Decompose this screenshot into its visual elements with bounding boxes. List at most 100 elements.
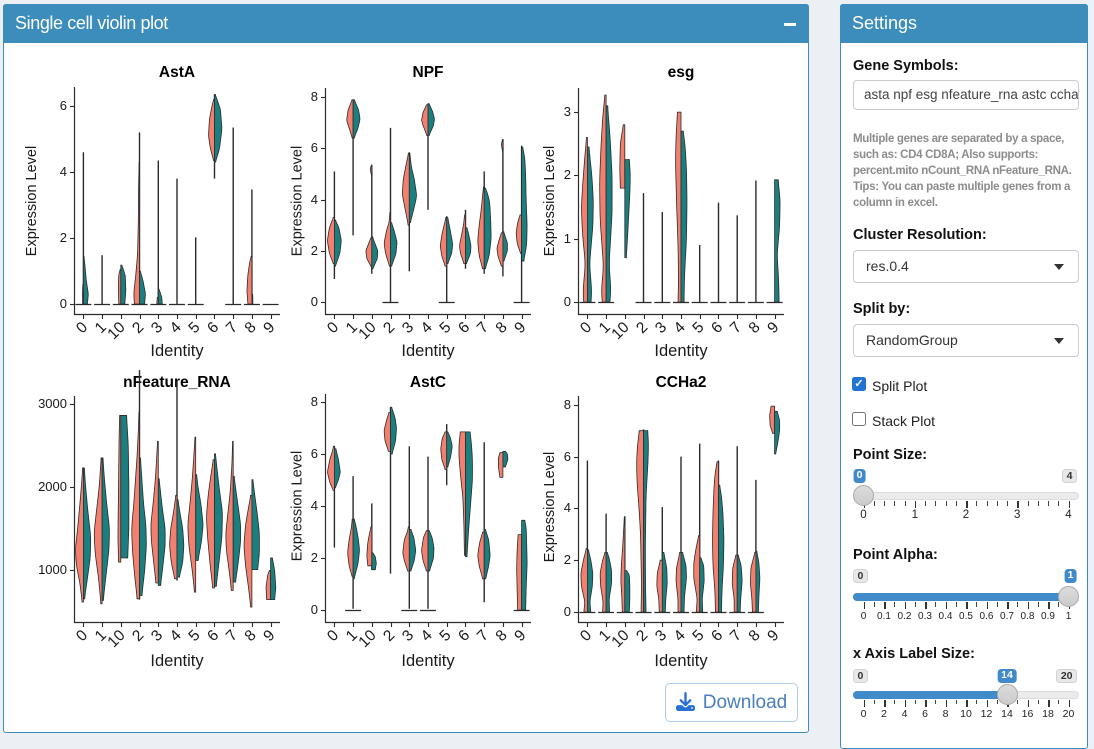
svg-text:2: 2 (380, 627, 398, 645)
svg-text:7: 7 (474, 627, 492, 645)
svg-text:6: 6 (311, 446, 318, 461)
svg-text:Expression Level: Expression Level (290, 451, 306, 561)
svg-text:7: 7 (727, 627, 745, 645)
svg-text:CCHa2: CCHa2 (656, 374, 707, 391)
svg-text:10: 10 (355, 319, 379, 343)
svg-text:6: 6 (60, 98, 67, 113)
svg-text:NPF: NPF (413, 64, 444, 81)
svg-text:4: 4 (311, 192, 318, 207)
svg-text:0: 0 (324, 627, 342, 645)
svg-text:5: 5 (436, 319, 454, 337)
svg-text:Expression Level: Expression Level (542, 452, 558, 562)
svg-text:5: 5 (689, 627, 707, 645)
svg-text:6: 6 (564, 449, 571, 464)
svg-text:0: 0 (73, 627, 91, 645)
svg-text:4: 4 (418, 319, 436, 337)
svg-text:3: 3 (148, 627, 166, 645)
svg-text:Expression Level: Expression Level (24, 146, 40, 256)
svg-text:5: 5 (689, 319, 707, 337)
svg-text:8: 8 (564, 397, 571, 412)
svg-text:9: 9 (511, 627, 529, 645)
svg-text:Identity: Identity (150, 652, 204, 670)
svg-text:0: 0 (564, 604, 571, 619)
svg-text:8: 8 (242, 627, 260, 645)
svg-text:6: 6 (708, 627, 726, 645)
svg-text:7: 7 (474, 319, 492, 337)
svg-text:2: 2 (129, 627, 147, 645)
svg-text:Identity: Identity (401, 652, 455, 670)
svg-text:3: 3 (652, 319, 670, 337)
svg-text:4: 4 (167, 319, 185, 337)
svg-text:2: 2 (564, 167, 571, 182)
svg-text:8: 8 (493, 627, 511, 645)
svg-text:2: 2 (633, 319, 651, 337)
svg-text:5: 5 (185, 627, 203, 645)
svg-text:0: 0 (324, 319, 342, 337)
svg-text:0: 0 (73, 319, 91, 337)
svg-text:1000: 1000 (38, 562, 67, 577)
svg-text:4: 4 (564, 500, 571, 515)
svg-text:7: 7 (727, 319, 745, 337)
svg-text:esg: esg (668, 64, 695, 81)
svg-text:8: 8 (493, 319, 511, 337)
svg-text:9: 9 (260, 627, 278, 645)
svg-text:0: 0 (311, 602, 318, 617)
svg-text:0: 0 (577, 319, 595, 337)
svg-text:2: 2 (311, 550, 318, 565)
svg-text:AstA: AstA (159, 64, 195, 81)
svg-text:0: 0 (311, 294, 318, 309)
svg-text:2: 2 (129, 319, 147, 337)
svg-text:Identity: Identity (654, 652, 708, 670)
svg-text:Identity: Identity (654, 342, 708, 360)
svg-text:Identity: Identity (150, 342, 204, 360)
svg-text:4: 4 (167, 627, 185, 645)
svg-text:9: 9 (764, 319, 782, 337)
svg-text:AstC: AstC (410, 374, 446, 391)
svg-text:8: 8 (242, 319, 260, 337)
svg-text:10: 10 (104, 627, 128, 651)
svg-text:3000: 3000 (38, 396, 67, 411)
svg-text:6: 6 (708, 319, 726, 337)
svg-text:4: 4 (671, 627, 689, 645)
svg-text:0: 0 (564, 294, 571, 309)
svg-text:5: 5 (436, 627, 454, 645)
svg-text:2: 2 (633, 627, 651, 645)
svg-text:3: 3 (399, 627, 417, 645)
svg-text:7: 7 (223, 627, 241, 645)
svg-text:10: 10 (608, 627, 632, 651)
svg-text:6: 6 (204, 319, 222, 337)
svg-text:3: 3 (399, 319, 417, 337)
svg-text:9: 9 (260, 319, 278, 337)
svg-text:6: 6 (204, 627, 222, 645)
svg-text:3: 3 (564, 104, 571, 119)
svg-text:4: 4 (671, 319, 689, 337)
svg-text:3: 3 (652, 627, 670, 645)
svg-text:10: 10 (104, 319, 128, 343)
svg-text:3: 3 (148, 319, 166, 337)
svg-text:0: 0 (577, 627, 595, 645)
svg-text:6: 6 (455, 319, 473, 337)
svg-text:0: 0 (60, 296, 67, 311)
svg-text:7: 7 (223, 319, 241, 337)
svg-text:Expression Level: Expression Level (542, 146, 558, 256)
svg-text:Expression Level: Expression Level (290, 146, 306, 256)
svg-text:10: 10 (355, 627, 379, 651)
svg-text:2: 2 (311, 243, 318, 258)
svg-text:8: 8 (746, 319, 764, 337)
svg-text:4: 4 (418, 627, 436, 645)
svg-text:8: 8 (311, 89, 318, 104)
svg-text:1: 1 (564, 231, 571, 246)
svg-text:4: 4 (60, 164, 67, 179)
svg-text:6: 6 (455, 627, 473, 645)
svg-text:2: 2 (564, 552, 571, 567)
svg-text:6: 6 (311, 140, 318, 155)
svg-text:5: 5 (185, 319, 203, 337)
svg-text:2: 2 (380, 319, 398, 337)
svg-text:8: 8 (311, 394, 318, 409)
svg-text:10: 10 (608, 319, 632, 343)
svg-text:9: 9 (764, 627, 782, 645)
svg-text:8: 8 (746, 627, 764, 645)
svg-text:4: 4 (311, 498, 318, 513)
svg-text:2000: 2000 (38, 479, 67, 494)
svg-text:Identity: Identity (401, 342, 455, 360)
